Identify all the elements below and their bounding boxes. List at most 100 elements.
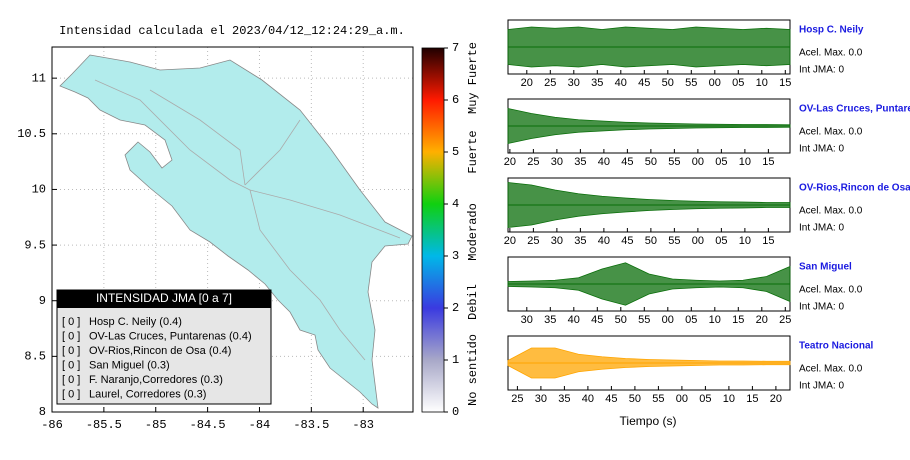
x-tick-label: 20 [770,393,782,405]
x-tick-label: 45 [638,77,650,89]
station-int: Int JMA: 0 [799,65,844,76]
colorbar-tick-label: 7 [452,41,459,55]
colorbar-tick-label: 1 [452,353,459,367]
x-tick-label: 10 [739,156,751,168]
station-int: Int JMA: 0 [799,302,844,313]
station-name: OV-Las Cruces, Puntarenas [799,104,910,115]
station-info: San Miguel Acel. Max. 0.0 Int JMA: 0 [799,262,863,313]
legend-label: F. Naranjo,Corredores (0.3) [89,374,223,386]
colorbar-category: Debil [466,284,480,320]
x-axis-label: Tiempo (s) [620,414,677,428]
trace-envelope [507,108,791,144]
x-tick-label: 50 [645,235,657,247]
x-tick-label: 35 [544,314,556,326]
x-tick-label: -83.5 [293,418,329,432]
legend-level: [ 0 ] [62,316,80,328]
trace-envelope [507,262,791,306]
x-tick-label: 15 [762,156,774,168]
x-tick-label: 35 [574,156,586,168]
x-tick-label: 20 [756,314,768,326]
x-tick-label: 25 [511,393,523,405]
y-tick-label: 9.5 [24,238,46,252]
x-tick-label: 25 [527,235,539,247]
waveforms: 20 25 30 35 40 45 50 55 00 05 10 15 Hosp C. Neily Ace… [504,19,910,405]
x-tick-label: 00 [676,393,688,405]
road [149,89,246,186]
legend-title-bg [57,290,271,308]
x-tick-label: 05 [715,235,727,247]
x-tick-label: 50 [615,314,627,326]
road [94,79,401,239]
x-tick-label: 55 [652,393,664,405]
x-tick-label: 45 [605,393,617,405]
legend-label: OV-Rios,Rincon de Osa (0.4) [89,345,231,357]
y-tick-label: 10 [32,183,46,197]
x-tick-label: 20 [521,77,533,89]
x-tick-label: 40 [598,156,610,168]
x-tick-label: 05 [732,77,744,89]
trace-envelope [507,347,791,379]
x-tick-label: 10 [756,77,768,89]
x-tick-label: 30 [535,393,547,405]
trace-envelope [507,182,791,228]
x-tick-label: 45 [621,156,633,168]
trace-envelope [507,26,791,68]
legend-label: Laurel, Corredores (0.3) [89,388,206,400]
legend-label: OV-Las Cruces, Puntarenas (0.4) [89,330,252,342]
legend-level: [ 0 ] [62,359,80,371]
roads [94,79,401,361]
legend-level: [ 0 ] [62,330,80,342]
station-name: San Miguel [799,262,852,273]
x-tick-label: 15 [746,393,758,405]
colorbar-tick-label: 2 [452,301,459,315]
x-tick-label: 30 [551,235,563,247]
country-shape [59,54,413,409]
colorbar [421,47,445,413]
x-tick-label: 40 [598,235,610,247]
x-tick-label: 10 [723,393,735,405]
x-tick-label: -83 [352,418,374,432]
station-name: Teatro Nacional [799,341,873,352]
colorbar-tick-label: 0 [452,405,459,419]
x-tick-label: 35 [591,77,603,89]
legend-level: [ 0 ] [62,374,80,386]
legend-level: [ 0 ] [62,345,80,357]
x-tick-label: 55 [685,77,697,89]
station-int: Int JMA: 0 [799,144,844,155]
colorbar-tick-label: 3 [452,249,459,263]
colorbar-category: Moderado [466,203,480,261]
station-info: Hosp C. Neily Acel. Max. 0.0 Int JMA: 0 [799,25,864,76]
x-tick-label: -85.5 [86,418,122,432]
station-name: OV-Rios,Rincon de Osa [799,183,910,194]
colorbar-labels: 0 1 2 3 4 5 6 7 No sentido Debil Moderado Fuerte Muy… [444,41,480,419]
x-tick-label: 50 [645,156,657,168]
road [249,189,366,361]
x-tick-label: 00 [692,156,704,168]
station-info: Teatro Nacional Acel. Max. 0.0 Int JMA: 0 [799,341,873,392]
colorbar-tick-label: 6 [452,93,459,107]
station-accel: Acel. Max. 0.0 [799,127,863,138]
y-tick-label: 10.5 [17,127,46,141]
x-tick-label: 05 [699,393,711,405]
x-tick-label: 40 [615,77,627,89]
colorbar-category: No sentido [466,334,480,406]
x-tick-label: 05 [715,156,727,168]
y-tick-label: 9 [39,294,46,308]
y-tick-label: 8 [39,405,46,419]
x-tick-label: 45 [591,314,603,326]
x-tick-label: 15 [779,77,791,89]
station-int: Int JMA: 0 [799,223,844,234]
x-tick-label: 45 [621,235,633,247]
x-tick-label: 15 [732,314,744,326]
x-tick-label: 50 [629,393,641,405]
road [244,119,301,186]
station-accel: Acel. Max. 0.0 [799,364,863,375]
x-tick-label: 55 [668,156,680,168]
colorbar-tick-label: 4 [452,197,459,211]
x-tick-label: -86 [41,418,63,432]
x-tick-label: 55 [638,314,650,326]
station-accel: Acel. Max. 0.0 [799,206,863,217]
x-tick-label: 30 [551,156,563,168]
station-info: OV-Las Cruces, Puntarenas Acel. Max. 0.0 I… [799,104,910,155]
